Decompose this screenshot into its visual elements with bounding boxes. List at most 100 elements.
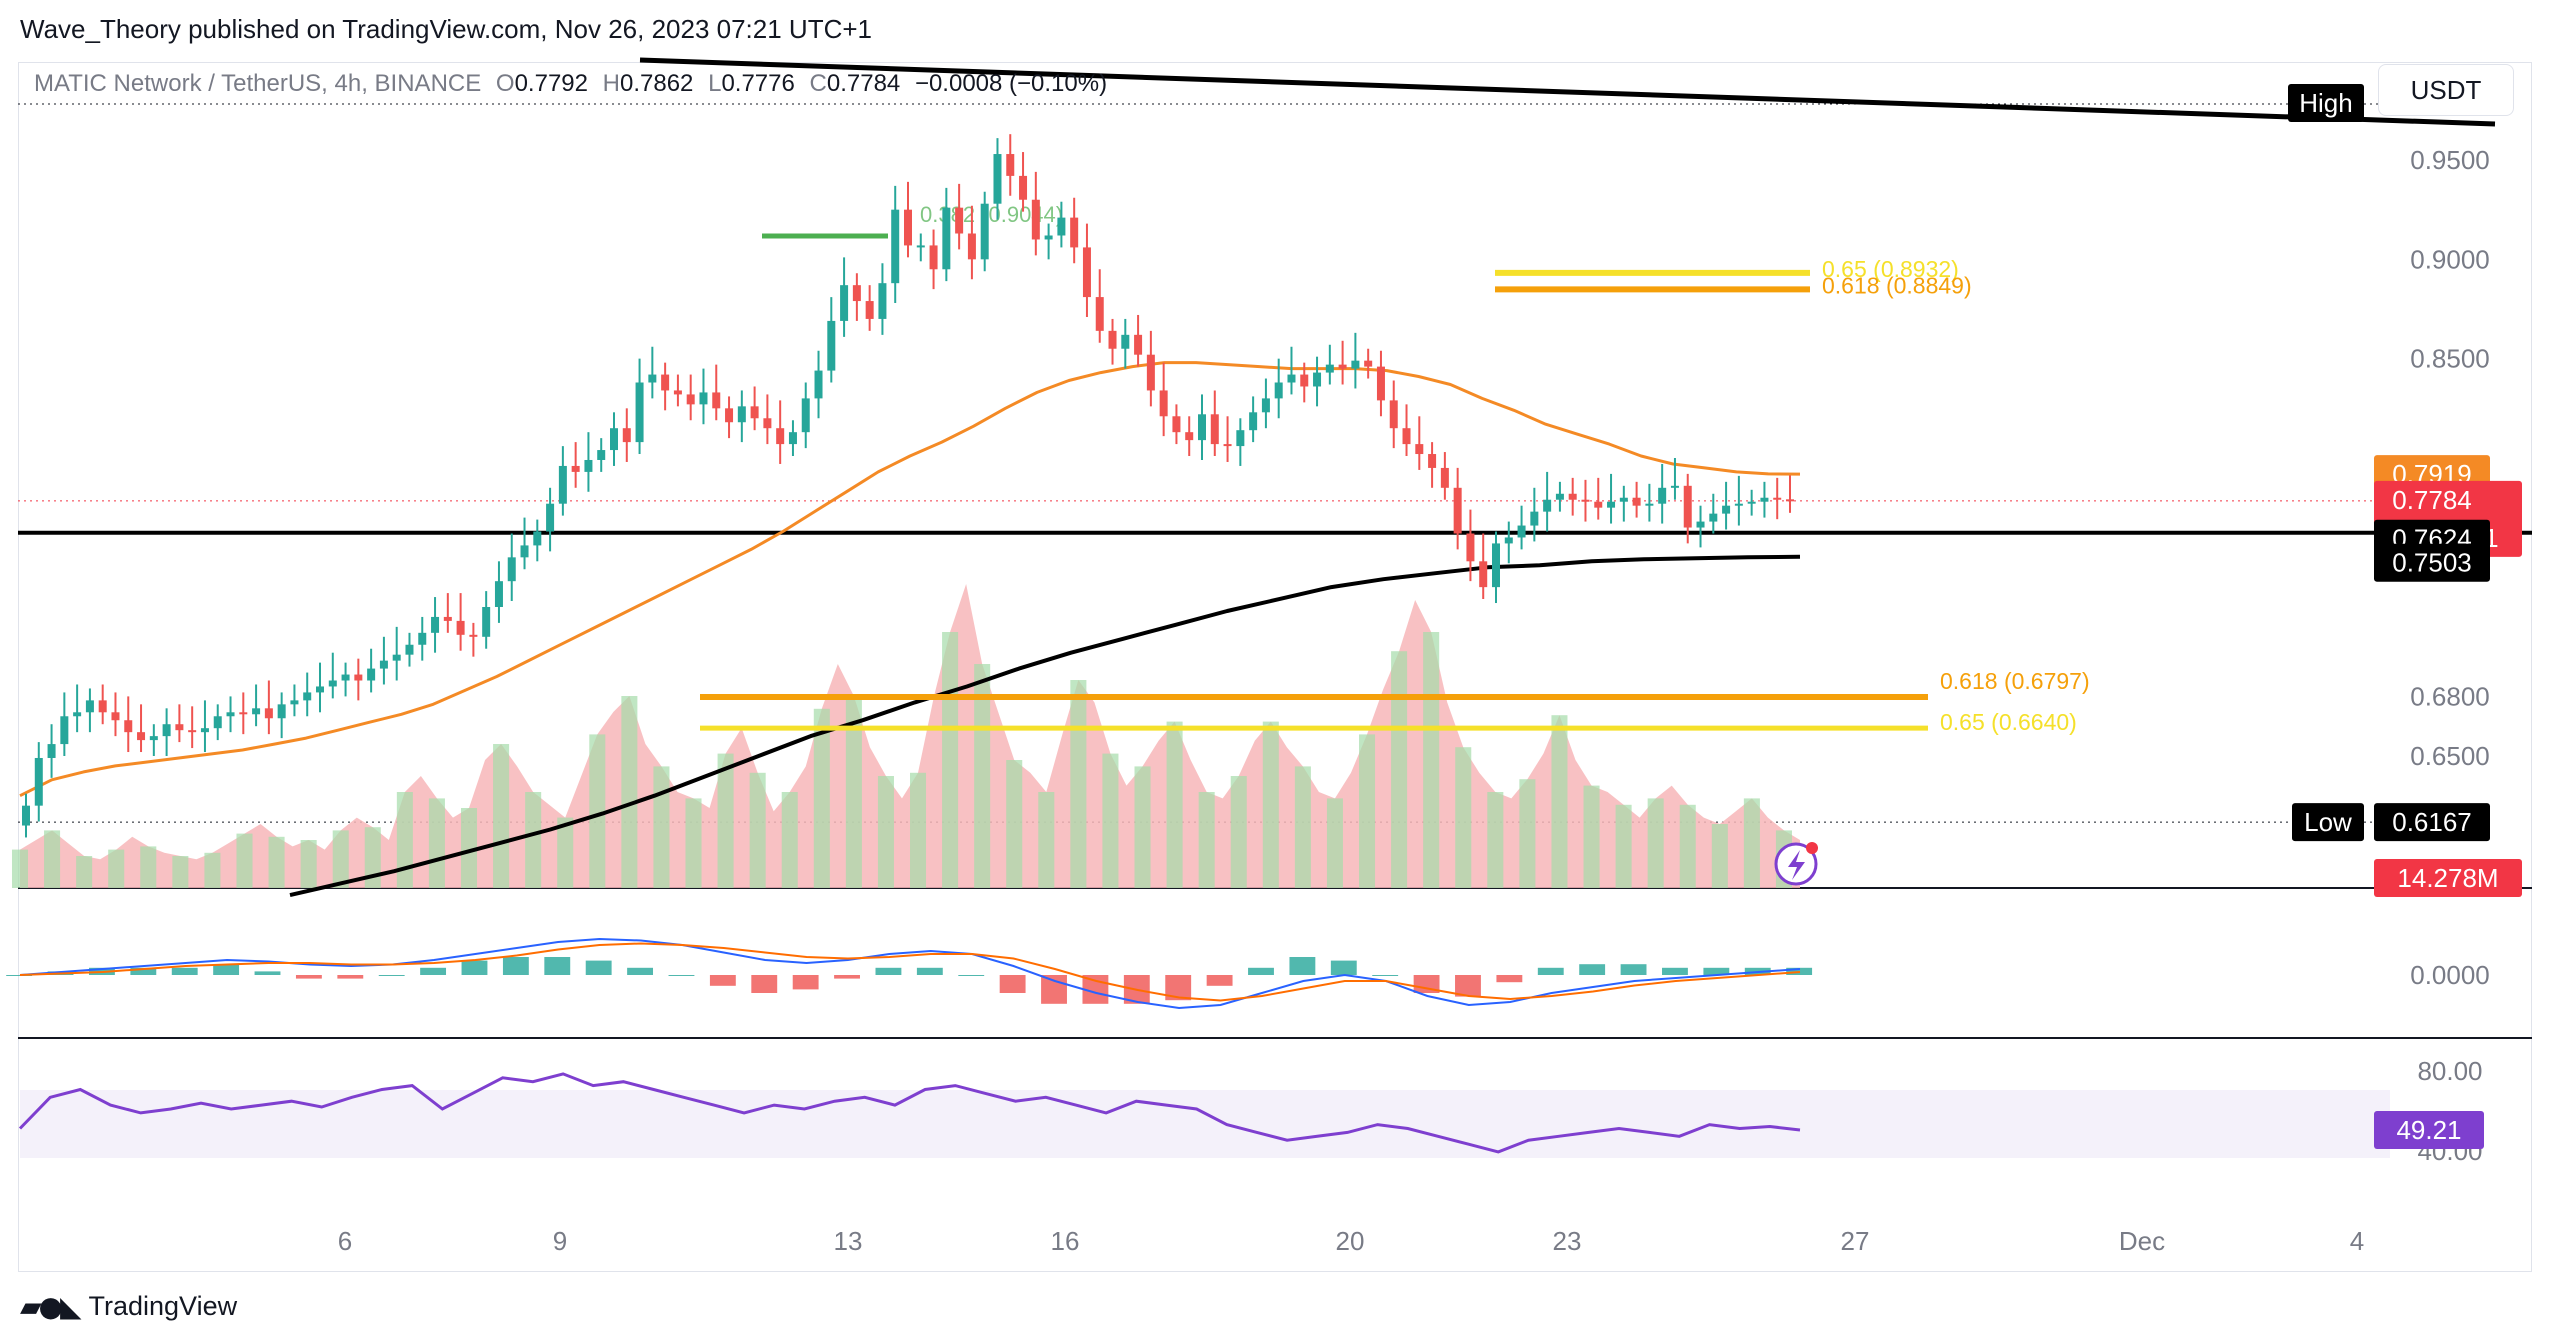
macd-histogram-bar [337, 975, 364, 979]
macd-histogram-bar [1413, 975, 1440, 993]
volume-bar [300, 840, 317, 888]
candle-body [111, 712, 120, 721]
candle [648, 346, 657, 399]
candle [776, 400, 785, 464]
candle-body [98, 700, 107, 713]
volume-bar [1647, 798, 1664, 888]
lightning-icon [1774, 842, 1818, 886]
ema50-path [19, 361, 1801, 798]
candle-body [852, 285, 861, 302]
candle [1543, 471, 1552, 532]
candle-body [763, 418, 772, 429]
candle [1300, 362, 1309, 403]
volume-bar [877, 776, 894, 888]
macd-histogram-bar [1041, 975, 1067, 1004]
volume-bar [685, 798, 702, 888]
volume-bar [781, 792, 798, 888]
volume-bar [1743, 798, 1760, 888]
volume-bar [1230, 776, 1247, 888]
volume-bar [1551, 715, 1568, 888]
candle [1044, 223, 1053, 260]
volume-bar [493, 744, 510, 888]
candle [763, 394, 772, 445]
candle-body [1709, 513, 1718, 522]
candle [1415, 416, 1424, 470]
high-tag: High [2299, 88, 2352, 118]
candle [252, 684, 261, 727]
macd-histogram-bar [213, 964, 240, 975]
candle-body [1581, 499, 1590, 502]
candle [1325, 344, 1334, 385]
candle [852, 273, 861, 321]
candle-body [1530, 511, 1539, 526]
candle [392, 626, 401, 681]
candle-body [1210, 414, 1219, 445]
candle [418, 616, 427, 661]
candle [1159, 362, 1168, 437]
rsi-value-tag-bg [2374, 1111, 2484, 1149]
candle [328, 652, 337, 699]
candle-body [1364, 360, 1373, 367]
candle-body [1389, 400, 1398, 429]
candle [1198, 394, 1206, 460]
candle-body [1594, 501, 1603, 508]
candle [73, 684, 82, 733]
volume-bar [1679, 804, 1696, 888]
volume-histogram [11, 584, 1800, 888]
candle-body [1108, 330, 1117, 349]
candle [1351, 332, 1360, 389]
rsi-tick-label: 80.00 [2417, 1056, 2482, 1086]
price-axis: 0.9500 0.9000 0.8500 0.6800 0.6500 0.0000 80.0… [2410, 145, 2490, 1166]
candle-body [1415, 444, 1424, 455]
candle-body [1313, 372, 1322, 387]
candle [60, 692, 69, 756]
candle-body [162, 724, 171, 737]
candle-body [175, 724, 184, 731]
close-value: 0.7784 [826, 70, 901, 97]
candle-body [1619, 497, 1628, 502]
candle [558, 446, 567, 516]
candle [1619, 485, 1628, 522]
volume-bar [204, 852, 221, 888]
price-tick-label: 0.6800 [2410, 681, 2490, 711]
candle [699, 368, 708, 425]
candle [303, 672, 312, 717]
macd-histogram-bar [6, 975, 33, 976]
volume-tag-bg [2374, 859, 2522, 897]
volume-bar [1102, 753, 1119, 888]
candle-body [1517, 525, 1526, 538]
candle [546, 487, 555, 552]
tradingview-logo[interactable]: ▰●◣ TradingView [20, 1290, 237, 1323]
macd-histogram-bar [668, 975, 695, 976]
candle [597, 438, 606, 472]
candle [443, 593, 452, 633]
candle-body [571, 465, 580, 472]
candle-body [1300, 374, 1309, 387]
candle [1453, 467, 1462, 550]
candle-body [149, 736, 158, 741]
rsi-value-tag: 49.21 [2396, 1115, 2461, 1145]
candle-body [85, 700, 94, 713]
candle-body [1082, 247, 1091, 298]
volume-bar [268, 836, 285, 888]
candle [1108, 318, 1117, 365]
macd-histogram-bar [585, 960, 612, 975]
macd-histogram-bar [461, 960, 488, 975]
macd-histogram-bar [627, 967, 654, 975]
volume-bar [653, 766, 670, 888]
candle-body [316, 686, 324, 693]
candle-body [1555, 493, 1564, 500]
chart-frame [18, 62, 2532, 1272]
candlesticks [22, 134, 1794, 838]
candle [264, 680, 273, 735]
candle-body [124, 720, 133, 733]
candle-body [1159, 390, 1168, 417]
volume-bar [1423, 632, 1440, 888]
candle [878, 263, 887, 335]
currency-button[interactable]: USDT [2378, 64, 2514, 116]
macd-histogram-bar [1206, 975, 1233, 986]
low-key: L [708, 70, 722, 97]
candle-body [1249, 412, 1258, 431]
candle [200, 700, 209, 753]
